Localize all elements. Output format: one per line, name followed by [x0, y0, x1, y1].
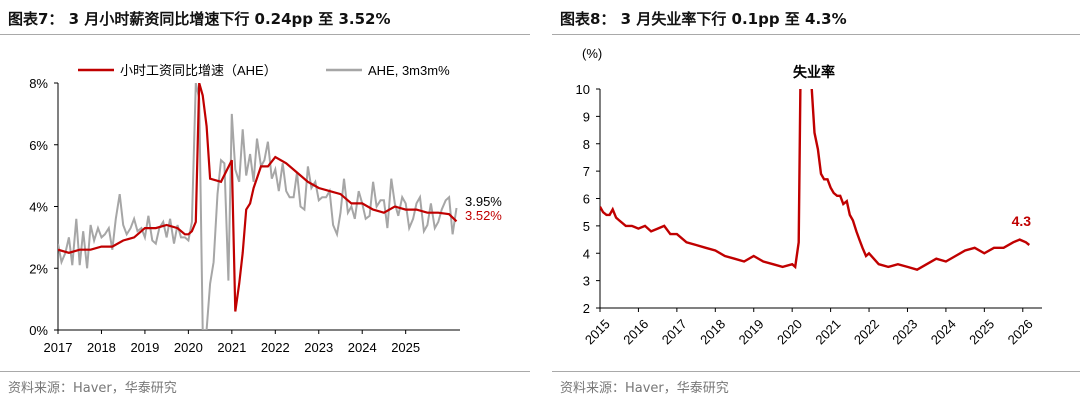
right-chart-title: 图表8： 3 月失业率下行 0.1pp 至 4.3% — [560, 10, 847, 28]
left-legend-label-3m3m: AHE, 3m3m% — [368, 63, 450, 78]
right-y-tick-label: 7 — [583, 164, 590, 179]
right-source-rule — [552, 371, 1080, 372]
left-y-tick-label: 2% — [29, 261, 48, 276]
right-series-unemployment — [600, 89, 1031, 271]
left-chart-title: 图表7： 3 月小时薪资同比增速下行 0.24pp 至 3.52% — [8, 10, 391, 28]
left-source-rule — [0, 371, 530, 372]
left-x-tick-label: 2023 — [304, 340, 333, 355]
left-series-ahe-yoy — [58, 83, 458, 312]
left-x-tick-label: 2018 — [87, 340, 116, 355]
right-panel: 图表8： 3 月失业率下行 0.1pp 至 4.3% (%) 失业率 2 3 4 5 6 7 8… — [552, 0, 1080, 401]
right-x-tick-label: 2020 — [774, 316, 805, 347]
left-chart: 0% 2% 4% 6% 8% 2017 2018 2019 2020 2021 2022 2023 20… — [29, 63, 502, 355]
right-x-tick-label: 2022 — [851, 316, 882, 347]
right-x-tick-label: 2025 — [966, 316, 997, 347]
right-x-tick-label: 2024 — [928, 316, 959, 347]
right-source: 资料来源：Haver，华泰研究 — [560, 381, 729, 396]
right-x-tick-label: 2023 — [889, 316, 920, 347]
right-x-tick-label: 2017 — [659, 316, 690, 347]
left-y-tick-label: 8% — [29, 76, 48, 91]
right-y-tick-label: 3 — [583, 274, 590, 289]
left-y-tick-label: 4% — [29, 200, 48, 215]
right-chart: (%) 失业率 2 3 4 5 6 7 8 9 10 2015 2016 2017 2018 2019 2020… — [576, 46, 1042, 347]
right-end-label: 4.3 — [1012, 213, 1032, 229]
right-x-tick-label: 2026 — [1005, 316, 1036, 347]
right-unit-label: (%) — [582, 46, 602, 61]
right-y-tick-label: 8 — [583, 137, 590, 152]
right-title-rule — [552, 34, 1080, 35]
left-x-tick-label: 2024 — [348, 340, 377, 355]
left-source: 资料来源：Haver，华泰研究 — [8, 381, 177, 396]
right-x-tick-label: 2015 — [582, 316, 613, 347]
left-y-tick-label: 0% — [29, 323, 48, 338]
left-x-tick-label: 2025 — [391, 340, 420, 355]
left-legend-label-ahe: 小时工资同比增速（AHE） — [120, 63, 277, 78]
left-series-ahe-3m3m — [58, 83, 458, 330]
right-y-tick-label: 4 — [583, 246, 590, 261]
right-x-tick-label: 2019 — [736, 316, 767, 347]
right-y-tick-label: 10 — [576, 82, 590, 97]
right-x-tick-label: 2018 — [697, 316, 728, 347]
right-y-tick-label: 9 — [583, 109, 590, 124]
left-y-tick-label: 6% — [29, 138, 48, 153]
left-x-tick-label: 2020 — [174, 340, 203, 355]
left-title-rule — [0, 34, 530, 35]
left-x-tick-label: 2019 — [130, 340, 159, 355]
right-x-tick-label: 2016 — [620, 316, 651, 347]
left-end-label-3m3m: 3.95% — [465, 194, 502, 209]
right-x-tick-label: 2021 — [812, 316, 843, 347]
left-panel: 图表7： 3 月小时薪资同比增速下行 0.24pp 至 3.52% 0% 2% 4%… — [0, 0, 530, 401]
right-y-tick-label: 2 — [583, 301, 590, 316]
right-chart-inner-title: 失业率 — [793, 64, 835, 80]
right-y-tick-label: 6 — [583, 192, 590, 207]
left-x-tick-label: 2021 — [217, 340, 246, 355]
right-y-tick-label: 5 — [583, 219, 590, 234]
left-x-tick-label: 2017 — [44, 340, 73, 355]
left-x-tick-label: 2022 — [261, 340, 290, 355]
left-end-label-ahe: 3.52% — [465, 208, 502, 223]
